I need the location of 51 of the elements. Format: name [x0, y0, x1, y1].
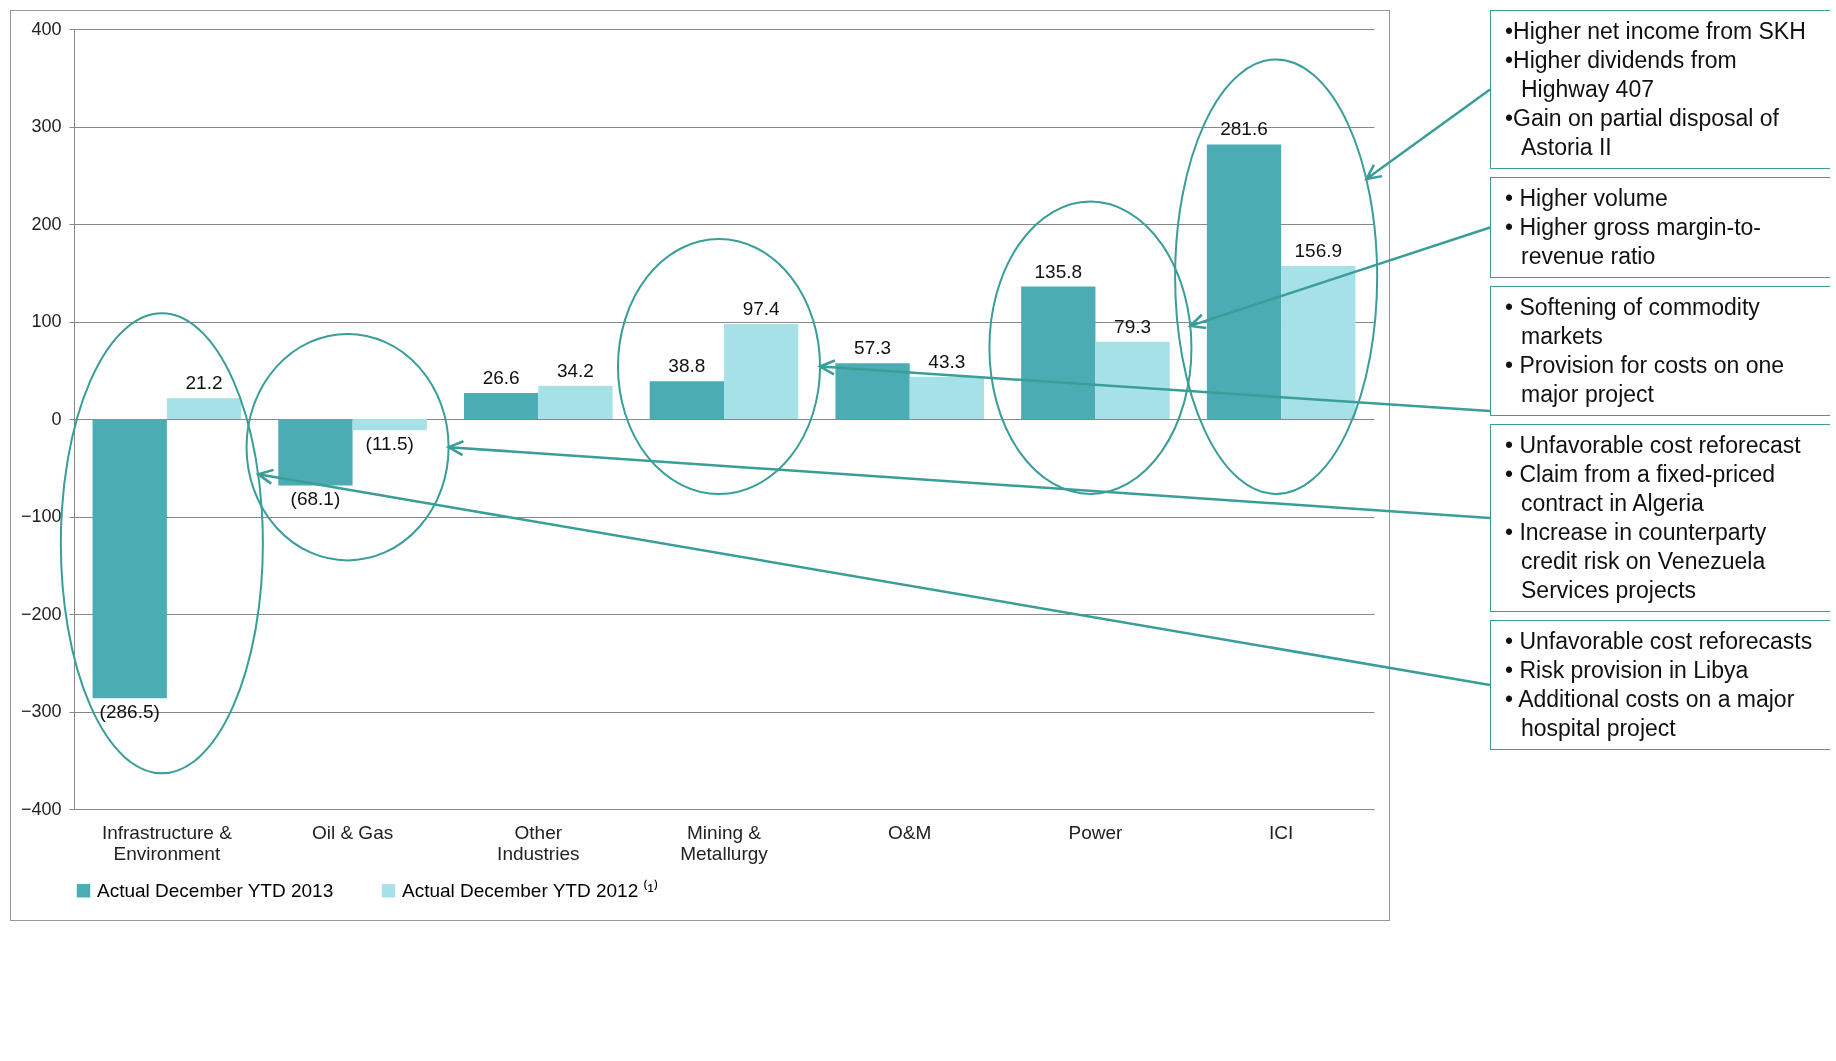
bar: [1281, 266, 1356, 419]
y-tick-label: −100: [20, 506, 62, 526]
data-label: 57.3: [854, 337, 892, 359]
y-tick-label: 100: [31, 311, 62, 331]
x-tick-label: Mining & Metallurgy: [680, 821, 769, 864]
data-label: (11.5): [365, 433, 414, 455]
x-tick-label: O&M: [888, 821, 932, 843]
bar: [464, 393, 539, 419]
bar: [352, 419, 427, 431]
bar: [724, 324, 799, 419]
y-tick-label: 300: [31, 116, 62, 136]
data-label: 38.8: [668, 355, 706, 377]
y-tick-label: 200: [31, 213, 62, 234]
data-label: 21.2: [185, 372, 223, 394]
text: • Unfavorable cost reforecast • Claim from a fixed-priced contract in Algeria • Increase in counterparty credit risk on Venezuela Services projects: [1505, 431, 1802, 605]
y-tick-label: −200: [20, 603, 62, 624]
bar: [835, 363, 910, 419]
text: • Unfavorable cost reforecasts • Risk provision in Libya • Additional costs on a major hospital project: [1505, 627, 1814, 743]
x-tick-label: Other Industries: [497, 821, 580, 864]
x-tick-label: ICI: [1269, 821, 1294, 843]
data-label: 26.6: [482, 367, 520, 389]
bar: [649, 381, 724, 419]
y-tick-label: 400: [31, 18, 62, 39]
bar: [166, 398, 242, 419]
data-label: 79.3: [1114, 315, 1152, 337]
data-label: (286.5): [99, 701, 160, 723]
y-tick-label: 0: [51, 408, 62, 429]
text: • Higher volume • Higher gross margin-to-revenue ratio: [1505, 184, 1763, 271]
data-label: 97.4: [742, 298, 781, 320]
bar: [1021, 286, 1096, 419]
y-tick-label: −400: [20, 798, 62, 819]
x-tick-label: Oil & Gas: [311, 821, 394, 843]
text: • Softening of commodity markets • Provision for costs on one major project: [1505, 293, 1786, 409]
bar: [909, 376, 984, 419]
y-tick-label: −300: [20, 701, 62, 721]
bar: [538, 385, 613, 419]
data-label: 34.2: [556, 359, 594, 381]
x-tick-label: Infrastructure & Environment: [101, 821, 233, 864]
x-tick-label: Power: [1068, 821, 1124, 843]
data-label: 281.6: [1220, 118, 1268, 140]
data-label: (68.1): [290, 488, 341, 510]
bar: [1095, 341, 1170, 419]
text: •Higher net income from SKH •Higher dividends from Highway 407 •Gain on partial disposal of Astoria II: [1505, 17, 1807, 162]
data-label: 43.3: [928, 350, 966, 372]
bar: [1206, 144, 1282, 419]
legend-label: Actual December YTD 2012 ⁽¹⁾: [402, 878, 658, 901]
data-label: 135.8: [1034, 260, 1083, 282]
bar: [92, 419, 167, 699]
legend-label: Actual December YTD 2013: [97, 879, 334, 901]
data-label: 156.9: [1294, 240, 1343, 262]
bar: [278, 419, 353, 486]
